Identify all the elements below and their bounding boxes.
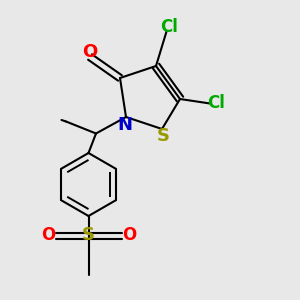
Text: O: O xyxy=(82,44,98,62)
Text: N: N xyxy=(117,116,132,134)
Text: O: O xyxy=(122,226,136,244)
Text: S: S xyxy=(82,226,95,244)
Text: Cl: Cl xyxy=(160,18,178,36)
Text: O: O xyxy=(41,226,55,244)
Text: S: S xyxy=(157,127,170,145)
Text: Cl: Cl xyxy=(207,94,225,112)
